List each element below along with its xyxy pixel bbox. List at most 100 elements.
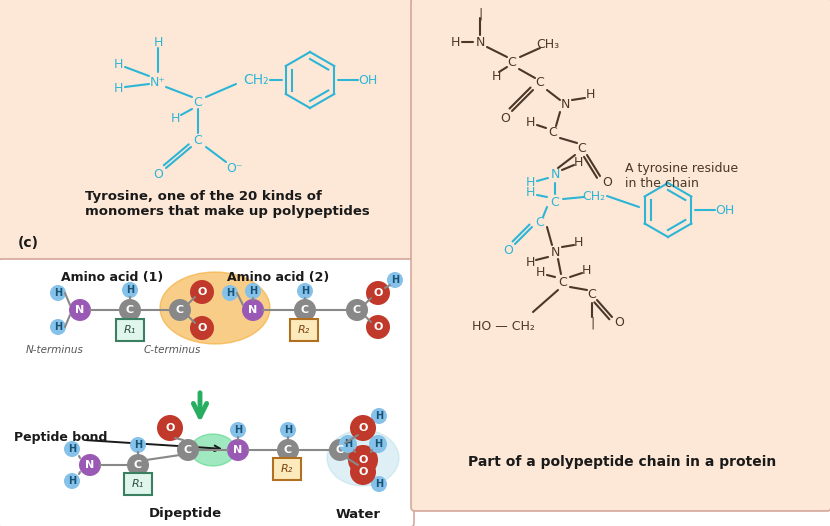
FancyBboxPatch shape — [0, 0, 414, 264]
Text: Dipeptide: Dipeptide — [149, 508, 222, 521]
Text: H: H — [249, 286, 257, 296]
Circle shape — [294, 299, 316, 321]
Text: O: O — [602, 177, 612, 189]
Text: H: H — [344, 439, 352, 449]
Circle shape — [371, 408, 387, 424]
Text: N: N — [476, 35, 485, 48]
Text: O⁻: O⁻ — [226, 161, 242, 175]
Text: OH: OH — [359, 74, 378, 86]
Text: H: H — [574, 156, 583, 168]
Circle shape — [190, 280, 214, 304]
Text: N: N — [560, 98, 569, 112]
Text: C: C — [578, 141, 586, 155]
Circle shape — [242, 299, 264, 321]
Text: N: N — [233, 445, 242, 455]
Ellipse shape — [191, 434, 236, 466]
Text: C: C — [588, 288, 597, 301]
Text: (c): (c) — [18, 236, 39, 250]
Circle shape — [130, 437, 146, 453]
Text: OH: OH — [715, 204, 735, 217]
Text: |: | — [478, 7, 482, 21]
Circle shape — [387, 272, 403, 288]
Ellipse shape — [327, 430, 399, 486]
Text: H: H — [525, 186, 535, 198]
Text: H: H — [284, 425, 292, 435]
Text: H: H — [170, 112, 179, 125]
Text: Amino acid (1): Amino acid (1) — [61, 270, 164, 284]
Text: O: O — [500, 112, 510, 125]
Text: H: H — [525, 177, 535, 189]
FancyBboxPatch shape — [116, 319, 144, 341]
Text: H: H — [301, 286, 309, 296]
Text: H: H — [574, 236, 583, 248]
Text: H: H — [68, 444, 76, 454]
Text: O: O — [503, 244, 513, 257]
Text: C: C — [336, 445, 344, 455]
Text: Amino acid (2): Amino acid (2) — [227, 270, 330, 284]
FancyBboxPatch shape — [124, 473, 152, 495]
Text: H: H — [451, 35, 460, 48]
Text: N: N — [550, 246, 559, 258]
Text: N: N — [76, 305, 85, 315]
Text: H: H — [54, 322, 62, 332]
Text: R₁: R₁ — [124, 325, 136, 335]
Circle shape — [369, 435, 387, 453]
Text: H: H — [54, 288, 62, 298]
Text: C: C — [193, 96, 203, 108]
FancyBboxPatch shape — [273, 458, 301, 480]
Circle shape — [366, 315, 390, 339]
Circle shape — [371, 476, 387, 492]
Text: O: O — [359, 455, 368, 465]
Text: CH₂: CH₂ — [243, 73, 269, 87]
Text: H: H — [114, 82, 123, 95]
Circle shape — [64, 441, 80, 457]
FancyBboxPatch shape — [290, 319, 318, 341]
Text: O: O — [359, 467, 368, 477]
Circle shape — [339, 435, 357, 453]
Circle shape — [348, 445, 378, 475]
Circle shape — [190, 316, 214, 340]
Text: |: | — [590, 317, 594, 329]
Text: O: O — [165, 423, 174, 433]
Text: C: C — [126, 305, 134, 315]
Text: C: C — [549, 126, 558, 139]
FancyBboxPatch shape — [411, 0, 830, 511]
Text: N: N — [550, 168, 559, 181]
Text: H: H — [585, 88, 594, 102]
Circle shape — [346, 299, 368, 321]
Text: Part of a polypeptide chain in a protein: Part of a polypeptide chain in a protein — [468, 455, 776, 469]
Text: H: H — [134, 440, 142, 450]
Text: N-terminus: N-terminus — [26, 345, 84, 355]
Text: O: O — [153, 167, 163, 180]
Text: H: H — [126, 285, 134, 295]
Circle shape — [222, 285, 238, 301]
Text: H: H — [391, 275, 399, 285]
Text: C: C — [184, 445, 192, 455]
Circle shape — [230, 422, 246, 438]
Text: C: C — [176, 305, 184, 315]
Text: Water: Water — [335, 508, 380, 521]
Text: HO — CH₂: HO — CH₂ — [471, 319, 535, 332]
Text: N⁺: N⁺ — [150, 76, 166, 88]
Text: O: O — [359, 423, 368, 433]
Text: H: H — [226, 288, 234, 298]
Text: H: H — [234, 425, 242, 435]
Text: C: C — [559, 276, 568, 288]
Circle shape — [157, 415, 183, 441]
Circle shape — [227, 439, 249, 461]
Text: Tyrosine, one of the 20 kinds of
monomers that make up polypeptides: Tyrosine, one of the 20 kinds of monomer… — [85, 190, 369, 218]
Text: C: C — [284, 445, 292, 455]
Text: N: N — [85, 460, 95, 470]
Circle shape — [69, 299, 91, 321]
Text: H: H — [114, 58, 123, 72]
Text: C: C — [550, 196, 559, 208]
Text: C: C — [535, 216, 544, 228]
Circle shape — [350, 415, 376, 441]
Text: CH₃: CH₃ — [536, 37, 559, 50]
Text: H: H — [375, 479, 383, 489]
Text: O: O — [198, 287, 207, 297]
Text: H: H — [375, 411, 383, 421]
Text: H: H — [154, 35, 163, 48]
Text: R₂: R₂ — [298, 325, 310, 335]
Text: H: H — [525, 256, 535, 268]
